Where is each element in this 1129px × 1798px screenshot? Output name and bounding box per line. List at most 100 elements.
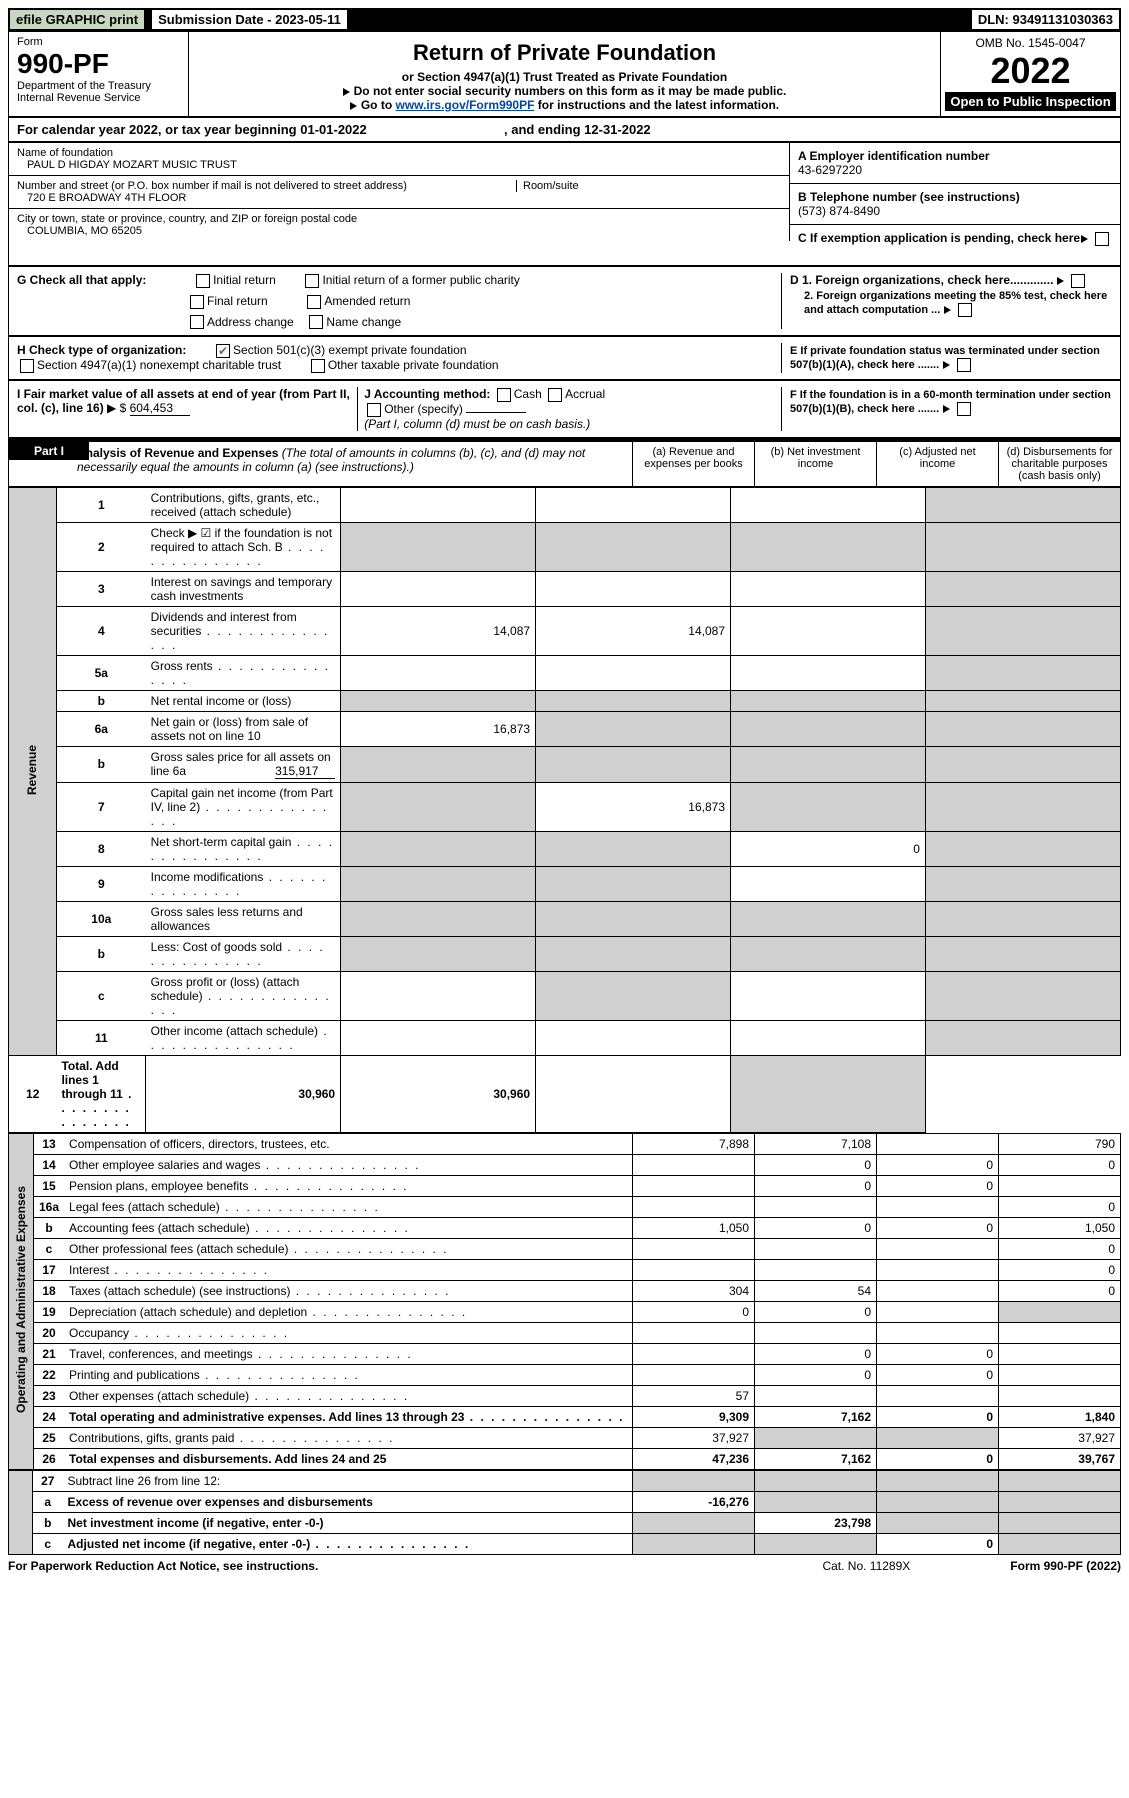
value-cell [536, 831, 731, 866]
omb-number: OMB No. 1545-0047 [945, 36, 1116, 50]
value-cell: 14,087 [536, 606, 731, 655]
line-number: 27 [33, 1470, 63, 1491]
checkbox-e[interactable] [957, 358, 971, 372]
value-cell [731, 655, 926, 690]
value-cell: 304 [633, 1280, 755, 1301]
value-cell [633, 1196, 755, 1217]
value-cell [341, 866, 536, 901]
accrual-label: Accrual [565, 387, 605, 401]
line-number: 22 [34, 1364, 65, 1385]
checkbox-initial-former[interactable] [305, 274, 319, 288]
line-number: 25 [34, 1427, 65, 1448]
value-cell: 7,898 [633, 1133, 755, 1154]
h-label: H Check type of organization: [17, 343, 186, 357]
value-cell [341, 971, 536, 1020]
line-number: 21 [34, 1343, 65, 1364]
line-label: Less: Cost of goods sold [146, 936, 341, 971]
value-cell: 0 [999, 1154, 1121, 1175]
value-cell [877, 1133, 999, 1154]
value-cell [731, 1055, 926, 1132]
address-value: 720 E BROADWAY 4TH FLOOR [17, 192, 781, 204]
checkbox-address[interactable] [190, 315, 204, 329]
value-cell [925, 901, 1120, 936]
checkbox-cash[interactable] [497, 388, 511, 402]
value-cell [925, 606, 1120, 655]
value-cell [755, 1491, 877, 1512]
line-label: Occupancy [64, 1322, 632, 1343]
value-cell [731, 971, 926, 1020]
value-cell [877, 1280, 999, 1301]
other-taxable-label: Other taxable private foundation [328, 358, 499, 372]
calendar-year-row: For calendar year 2022, or tax year begi… [8, 117, 1121, 142]
value-cell [341, 831, 536, 866]
checkbox-f[interactable] [957, 402, 971, 416]
line-label: Adjusted net income (if negative, enter … [63, 1533, 633, 1554]
address-label: Number and street (or P.O. box number if… [17, 180, 781, 192]
checkbox-name-change[interactable] [309, 315, 323, 329]
irs-link[interactable]: www.irs.gov/Form990PF [396, 98, 535, 112]
part1-title: Analysis of Revenue and Expenses [77, 446, 278, 460]
summary-table: 27Subtract line 26 from line 12:aExcess … [8, 1470, 1121, 1555]
foundation-name: PAUL D HIGDAY MOZART MUSIC TRUST [17, 159, 781, 171]
value-cell [731, 936, 926, 971]
value-cell [999, 1301, 1121, 1322]
line-label: Net short-term capital gain [146, 831, 341, 866]
value-cell [755, 1427, 877, 1448]
efile-label: efile GRAPHIC print [10, 10, 144, 29]
line-label: Income modifications [146, 866, 341, 901]
line-number: 2 [56, 522, 145, 571]
line-number: 1 [56, 487, 145, 522]
value-cell [755, 1385, 877, 1406]
value-cell [999, 1343, 1121, 1364]
value-cell [536, 655, 731, 690]
value-cell: 0 [999, 1238, 1121, 1259]
value-cell: 16,873 [536, 782, 731, 831]
value-cell [877, 1385, 999, 1406]
form-page-label: Form 990-PF (2022) [1010, 1559, 1121, 1573]
checkbox-initial[interactable] [196, 274, 210, 288]
value-cell: 0 [999, 1259, 1121, 1280]
expenses-table: Operating and Administrative Expenses 13… [8, 1133, 1121, 1470]
value-cell: 9,309 [633, 1406, 755, 1427]
value-cell [341, 522, 536, 571]
checkbox-501c3[interactable] [216, 344, 230, 358]
d2-label: 2. Foreign organizations meeting the 85%… [804, 290, 1107, 316]
value-cell [755, 1322, 877, 1343]
line-number: b [34, 1217, 65, 1238]
checkbox-other-method[interactable] [367, 403, 381, 417]
value-cell [999, 1385, 1121, 1406]
line-label: Contributions, gifts, grants, etc., rece… [146, 487, 341, 522]
line-number: 15 [34, 1175, 65, 1196]
value-cell [633, 1322, 755, 1343]
checkbox-d2[interactable] [958, 303, 972, 317]
checkbox-c[interactable] [1095, 232, 1109, 246]
value-cell: 37,927 [999, 1427, 1121, 1448]
address-change-label: Address change [207, 315, 294, 329]
submission-date: Submission Date - 2023-05-11 [152, 10, 347, 29]
value-cell: 790 [999, 1133, 1121, 1154]
phone-label: B Telephone number (see instructions) [798, 190, 1020, 204]
value-cell: 23,798 [755, 1512, 877, 1533]
value-cell [633, 1533, 755, 1554]
dept-treasury: Department of the Treasury [17, 80, 180, 92]
checkbox-accrual[interactable] [548, 388, 562, 402]
checkbox-final[interactable] [190, 295, 204, 309]
final-return-label: Final return [207, 294, 268, 308]
checkbox-other-taxable[interactable] [311, 359, 325, 373]
checkbox-d1[interactable] [1071, 274, 1085, 288]
value-cell [925, 655, 1120, 690]
value-cell [731, 901, 926, 936]
value-cell [731, 866, 926, 901]
value-cell [877, 1491, 999, 1512]
instr-2-pre: Go to [361, 98, 396, 112]
checkbox-4947[interactable] [20, 359, 34, 373]
line-number: a [33, 1491, 63, 1512]
checkbox-amended[interactable] [307, 295, 321, 309]
line-label: Capital gain net income (from Part IV, l… [146, 782, 341, 831]
line-label: Printing and publications [64, 1364, 632, 1385]
value-cell [999, 1364, 1121, 1385]
line-label: Gross sales less returns and allowances [146, 901, 341, 936]
j-label: J Accounting method: [364, 387, 490, 401]
header-left: Form 990-PF Department of the Treasury I… [9, 32, 189, 116]
value-cell: 7,108 [755, 1133, 877, 1154]
